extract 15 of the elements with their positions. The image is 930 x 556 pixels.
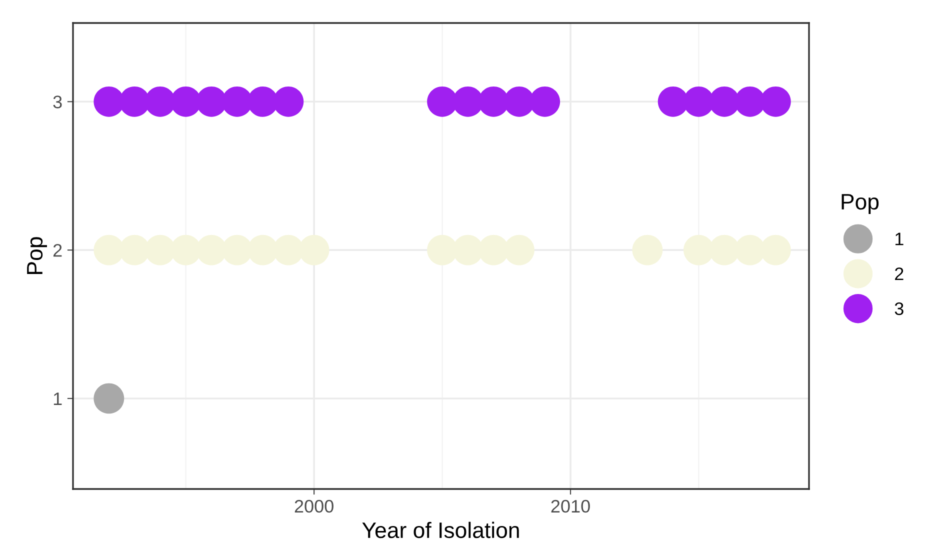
y-tick-label: 3: [53, 96, 62, 108]
legend-label: 2: [895, 267, 904, 280]
y-axis-title: Pop: [27, 237, 47, 274]
legend-label: 3: [894, 302, 904, 316]
legend-title: Pop: [842, 194, 879, 214]
y-tick-label: 2: [53, 244, 62, 257]
point: [427, 86, 458, 117]
point: [248, 86, 278, 117]
x-tick-label: 2010: [551, 500, 590, 513]
point: [632, 234, 663, 266]
point: [94, 383, 124, 414]
x-axis-title: Year of Isolation: [362, 522, 519, 538]
x-tick-label: 2000: [294, 500, 334, 513]
legend-label: 1: [896, 232, 904, 246]
y-tick-label: 1: [54, 392, 62, 406]
